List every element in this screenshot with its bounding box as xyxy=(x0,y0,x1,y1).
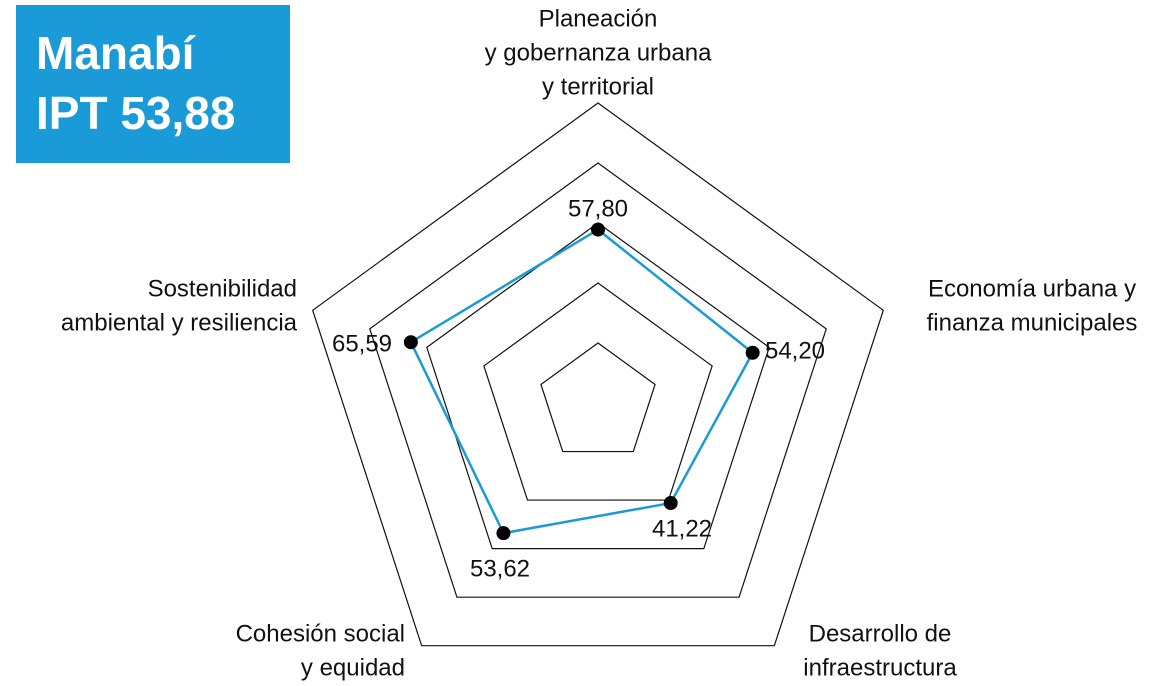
axis-label: ambiental y resiliencia xyxy=(61,309,298,336)
axis-label: Planeación xyxy=(539,5,658,32)
data-line xyxy=(409,228,755,535)
grid-ring xyxy=(311,102,885,647)
value-label: 65,59 xyxy=(332,330,392,357)
axis-label: Cohesión social xyxy=(236,620,405,647)
grid-ring xyxy=(426,222,770,550)
value-label: 54,20 xyxy=(765,337,825,364)
title-box xyxy=(16,5,290,163)
data-point xyxy=(591,222,605,237)
axis-label: infraestructura xyxy=(803,654,957,681)
data-point xyxy=(663,496,678,511)
axis-label: Sostenibilidad xyxy=(148,275,297,302)
grid-ring xyxy=(369,162,827,598)
chart-title: Manabí xyxy=(36,27,197,79)
axis-label: finanza municipales xyxy=(927,309,1138,336)
data-point xyxy=(745,345,760,360)
value-label: 57,80 xyxy=(568,195,628,222)
grid-ring xyxy=(540,342,656,453)
axis-label: y gobernanza urbana xyxy=(485,39,712,66)
axis-label: y equidad xyxy=(301,654,405,681)
grid-ring xyxy=(483,282,713,501)
value-label: 53,62 xyxy=(470,555,530,582)
chart-subtitle: IPT 53,88 xyxy=(36,87,235,139)
axis-label: Economía urbana y xyxy=(928,275,1136,302)
axis-label: y territorial xyxy=(542,73,654,100)
axis-label: Desarrollo de xyxy=(809,620,952,647)
value-label: 41,22 xyxy=(652,515,712,542)
data-point xyxy=(496,526,511,541)
data-point xyxy=(403,335,418,350)
